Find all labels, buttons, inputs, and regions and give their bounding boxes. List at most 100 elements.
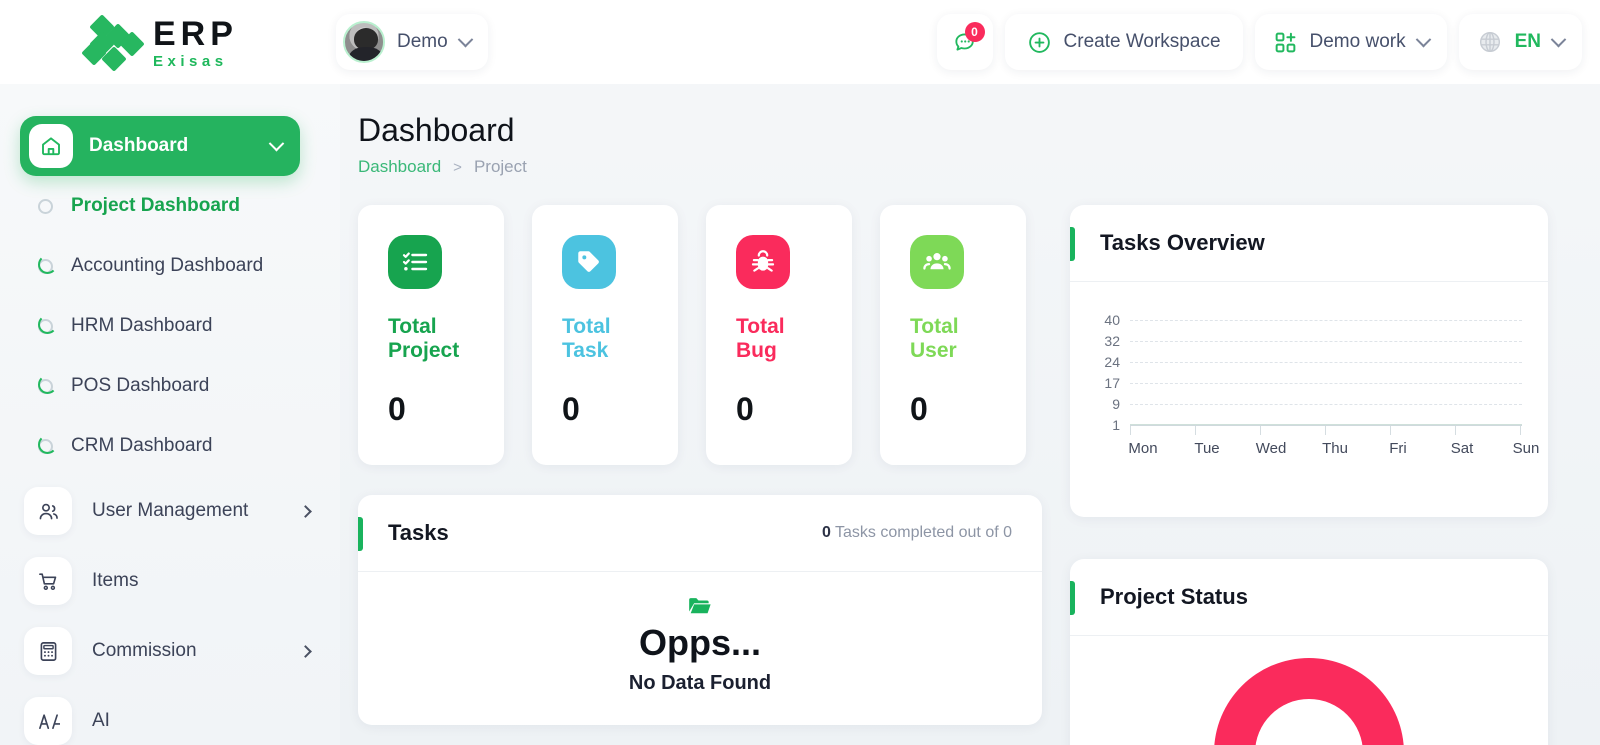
y-tick-label: 32 (1104, 333, 1120, 349)
stat-label-line1: Total (388, 315, 437, 338)
stat-label-line2: User (910, 339, 957, 363)
x-tick (1130, 426, 1131, 435)
x-tick (1455, 426, 1456, 435)
avatar (343, 21, 385, 63)
y-tick-label: 40 (1104, 312, 1120, 328)
stat-label-line1: Total (910, 315, 959, 338)
x-tick (1195, 426, 1196, 435)
left-column: Total Project 0 Total (358, 205, 1042, 745)
project-status-header: Project Status (1070, 559, 1548, 635)
sidebar-item-user-management[interactable]: User Management (0, 476, 340, 546)
checklist-icon (388, 235, 442, 289)
sidebar-dashboard-label: Dashboard (89, 135, 189, 156)
sidebar-item-hrm-dashboard[interactable]: HRM Dashboard (0, 296, 340, 356)
sidebar-item-project-dashboard[interactable]: Project Dashboard (0, 176, 340, 236)
project-status-chart (1070, 636, 1548, 745)
main-content: Dashboard Dashboard > Project (340, 84, 1600, 745)
tasks-completed-status: 0 Tasks completed out of 0 (822, 524, 1012, 542)
stat-value: 0 (388, 391, 406, 428)
sidebar: Dashboard Project Dashboard Accounting D… (0, 84, 340, 745)
x-tick-label: Sun (1512, 440, 1540, 457)
sidebar-item-crm-dashboard[interactable]: CRM Dashboard (0, 416, 340, 476)
stat-card-total-bug[interactable]: Total Bug 0 (706, 205, 852, 465)
grid-plus-icon (1275, 32, 1295, 52)
x-tick-label: Sat (1450, 440, 1474, 457)
bullet-icon (37, 435, 57, 454)
chevron-right-icon (299, 504, 312, 518)
tag-icon (562, 235, 616, 289)
y-tick-label: 24 (1104, 354, 1120, 370)
stat-value: 0 (736, 391, 754, 428)
sidebar-main-label: AI (92, 710, 110, 731)
chevron-down-icon (457, 31, 473, 47)
profile-menu[interactable]: Demo (336, 14, 488, 70)
sidebar-item-commission[interactable]: Commission (0, 616, 340, 686)
sidebar-main-label: User Management (92, 500, 249, 521)
sidebar-item-dashboard[interactable]: Dashboard (20, 116, 300, 176)
y-tick-label: 1 (1112, 417, 1120, 433)
accent-bar (358, 517, 363, 551)
donut-chart[interactable] (1214, 658, 1404, 745)
x-tick (1390, 426, 1391, 435)
tasks-overview-title: Tasks Overview (1100, 230, 1265, 255)
stat-label-line2: Project (388, 339, 460, 363)
chevron-down-icon (1415, 31, 1431, 47)
language-selector[interactable]: EN (1458, 14, 1582, 70)
tasks-completed-text: Tasks completed out of 0 (830, 524, 1012, 541)
profile-name: Demo (397, 31, 448, 52)
tasks-overview-card: Tasks Overview 40 32 24 17 9 1 (1070, 205, 1548, 517)
tasks-card-header: Tasks 0 Tasks completed out of 0 (358, 495, 1042, 571)
bullet-icon (37, 315, 57, 334)
stat-card-total-task[interactable]: Total Task 0 (532, 205, 678, 465)
breadcrumb-separator: > (453, 158, 462, 176)
users-icon (24, 487, 72, 535)
gridline (1130, 383, 1522, 384)
dashboard-grid: Total Project 0 Total (358, 205, 1550, 745)
workspace-selector[interactable]: Demo work (1254, 14, 1447, 70)
sidebar-main-label: Commission (92, 640, 197, 661)
logo-diamonds-icon (81, 14, 145, 72)
accent-bar (1070, 581, 1075, 615)
stat-label: Total Task (562, 315, 650, 363)
stat-label-line2: Task (562, 339, 609, 363)
chevron-right-icon (299, 644, 312, 658)
bullet-icon (37, 255, 57, 274)
x-tick-label: Mon (1128, 440, 1158, 457)
brand-name: ERP (153, 15, 238, 53)
home-icon (29, 124, 73, 168)
y-tick-label: 9 (1112, 396, 1120, 412)
stat-card-total-user[interactable]: Total User 0 (880, 205, 1026, 465)
sidebar-item-pos-dashboard[interactable]: POS Dashboard (0, 356, 340, 416)
brand-subtitle: Exisas (153, 53, 228, 70)
stat-value: 0 (562, 391, 580, 428)
accent-bar (1070, 227, 1075, 261)
bullet-icon (38, 198, 53, 214)
stat-card-total-project[interactable]: Total Project 0 (358, 205, 504, 465)
create-workspace-label: Create Workspace (1063, 31, 1221, 52)
x-tick-label: Wed (1255, 440, 1287, 457)
stat-label-line2: Bug (736, 339, 777, 363)
create-workspace-button[interactable]: Create Workspace (1004, 14, 1243, 70)
gridline (1130, 362, 1522, 363)
stat-label-line1: Total (562, 315, 611, 338)
brand-logo[interactable]: ERP Exisas (81, 14, 238, 72)
page-title: Dashboard (358, 112, 515, 148)
users-group-icon (910, 235, 964, 289)
messages-button[interactable]: 0 (936, 14, 993, 70)
ai-icon (24, 697, 72, 745)
gridline (1130, 404, 1522, 405)
stat-cards: Total Project 0 Total (358, 205, 1042, 465)
stat-label: Total User (910, 315, 998, 363)
empty-subtitle: No Data Found (628, 672, 772, 694)
breadcrumb-root[interactable]: Dashboard (358, 157, 442, 176)
sidebar-sub-label: Project Dashboard (71, 195, 240, 216)
tasks-card: Tasks 0 Tasks completed out of 0 Opps...… (358, 495, 1042, 725)
sidebar-item-ai[interactable]: AI (0, 686, 340, 745)
language-label: EN (1514, 31, 1541, 52)
stat-value: 0 (910, 391, 928, 428)
sidebar-item-items[interactable]: Items (0, 546, 340, 616)
empty-title: Opps... (638, 622, 761, 663)
stat-label: Total Project (388, 315, 476, 363)
sidebar-item-accounting-dashboard[interactable]: Accounting Dashboard (0, 236, 340, 296)
